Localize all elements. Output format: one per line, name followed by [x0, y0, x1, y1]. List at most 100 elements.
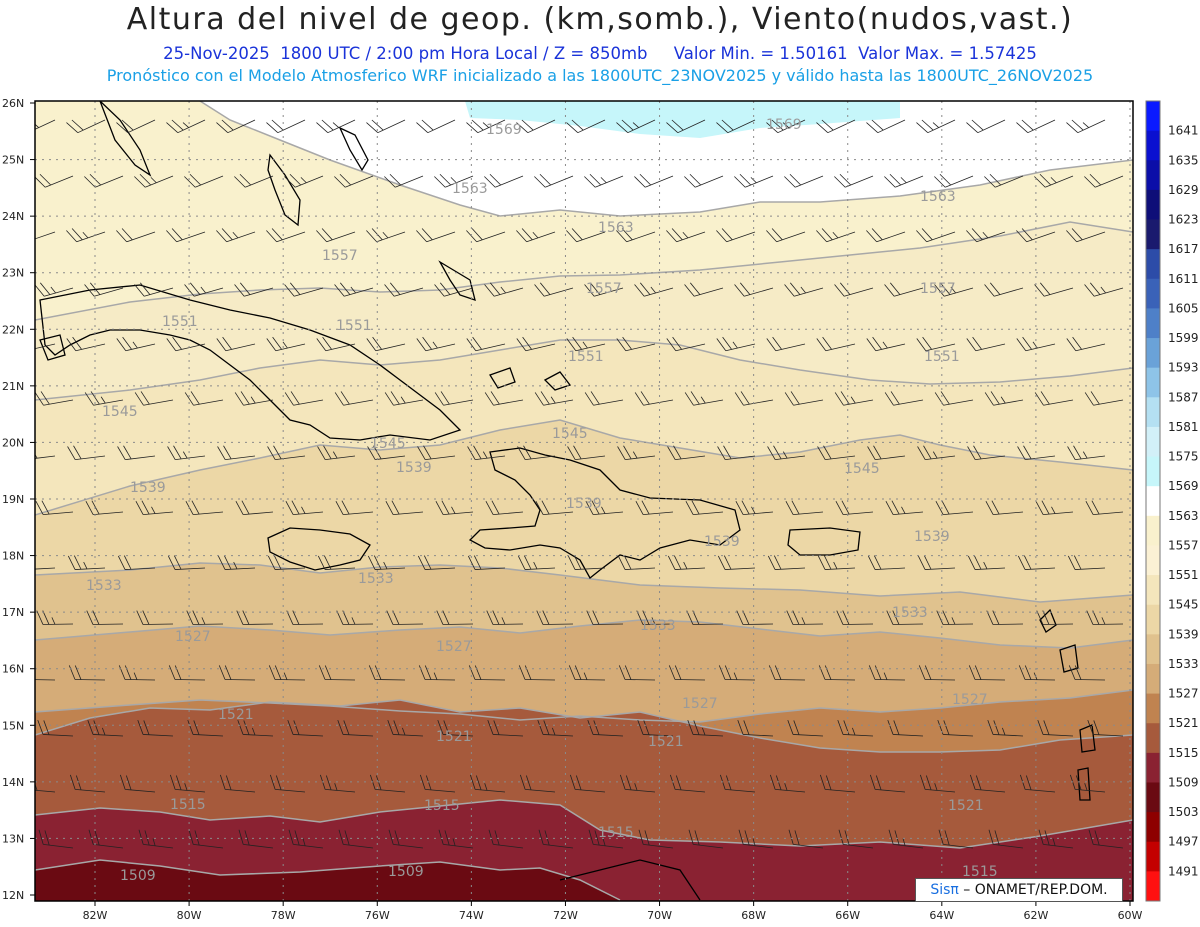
wind-barb: [419, 774, 456, 793]
wind-barb: [188, 829, 224, 849]
wind-barb: [466, 228, 506, 243]
lon-label: 76W: [365, 909, 390, 922]
colorbar-label: 1491: [1168, 864, 1199, 878]
lat-label: 17N: [2, 606, 24, 619]
wind-barb: [1017, 555, 1056, 570]
wind-barb: [519, 774, 556, 793]
wind-barb: [867, 555, 906, 570]
wind-barb: [1088, 829, 1124, 849]
contour-label: 1539: [566, 496, 602, 512]
contour-label: 1563: [598, 220, 634, 236]
wind-barb: [1034, 391, 1074, 406]
colorbar-swatch: [1146, 367, 1160, 398]
wind-barb: [634, 173, 674, 188]
wind-barb: [119, 774, 156, 793]
colorbar-label: 1533: [1168, 657, 1199, 671]
contour-label: 1521: [948, 798, 984, 814]
wind-barb: [487, 719, 524, 737]
wind-barb: [717, 445, 756, 461]
wind-barb: [88, 829, 124, 849]
lat-label: 24N: [2, 210, 24, 223]
wind-barb: [984, 391, 1024, 406]
map-title: Altura del nivel de geop. (km,somb.), Vi…: [126, 2, 1074, 37]
wind-barb: [116, 228, 156, 243]
wind-barb: [888, 829, 924, 849]
wind-barb: [218, 665, 256, 681]
wind-barb: [234, 173, 274, 188]
wind-barb: [868, 665, 906, 681]
colorbar-label: 1557: [1168, 538, 1199, 552]
wind-barb: [1067, 555, 1106, 570]
colorbar-swatch: [1146, 871, 1160, 902]
credit-text: – ONAMET/REP.DOM.: [958, 882, 1108, 898]
lon-label: 78W: [271, 909, 296, 922]
wind-barb: [638, 829, 674, 849]
wind-barb: [685, 500, 724, 516]
wind-barb: [317, 445, 356, 461]
wind-barb: [917, 445, 956, 461]
wind-barb: [1035, 500, 1074, 516]
wind-barb: [834, 173, 874, 188]
colorbar-label: 1635: [1168, 153, 1199, 167]
wind-barb: [469, 774, 506, 793]
wind-barb: [666, 228, 706, 243]
wind-barb: [836, 610, 874, 625]
wind-barb: [286, 610, 324, 625]
wind-barb: [1034, 282, 1074, 297]
wind-barb: [468, 665, 506, 681]
puerto-rico: [787, 527, 861, 556]
wind-barb: [634, 391, 674, 406]
lat-label: 19N: [2, 493, 24, 506]
coastlines: [39, 101, 1096, 901]
wind-barb: [484, 173, 524, 188]
longitude-axis: 82W 80W 78W 76W 74W 72W 70W 68W 66W 64W 62W 60W: [83, 901, 1143, 922]
contour-lines: [35, 101, 1133, 901]
colorbar-swatch: [1146, 723, 1160, 754]
colorbar: 1641 1635 1629 1623 1617 1611 1605 1599 1593 1587…: [1145, 100, 1199, 902]
wind-barb: [684, 173, 724, 188]
wind-barb: [219, 774, 256, 793]
wind-barb: [968, 665, 1006, 681]
colorbar-swatch: [1146, 663, 1160, 695]
lat-label: 14N: [2, 776, 24, 789]
wind-barb: [35, 679, 56, 681]
wind-barb: [916, 336, 956, 352]
contour-label: 1551: [336, 318, 372, 334]
colorbar-swatch: [1146, 782, 1160, 813]
wind-barb: [368, 665, 406, 681]
wind-barb: [966, 336, 1006, 352]
lon-label: 60W: [1118, 909, 1143, 922]
wind-barb: [518, 665, 556, 681]
contour-label: 1551: [568, 349, 604, 365]
contour-label: 1539: [130, 480, 166, 496]
wind-barb: [118, 665, 156, 681]
wind-barb: [284, 391, 324, 406]
wind-barb: [318, 665, 356, 681]
wind-barb: [586, 610, 624, 625]
wind-barb: [1016, 119, 1056, 134]
wind-barb: [334, 173, 374, 188]
wind-barb: [137, 719, 174, 737]
wind-barb: [284, 173, 324, 188]
wind-barb: [666, 336, 706, 352]
contour-label: 1569: [486, 122, 522, 138]
contour-label: 1521: [648, 734, 684, 750]
wind-barb: [467, 445, 506, 461]
colorbar-swatch: [1146, 841, 1160, 872]
lat-lon-grid: [35, 101, 1133, 901]
lat-label: 26N: [2, 97, 24, 110]
contour-label: 1521: [218, 707, 254, 723]
colorbar-label: 1509: [1168, 775, 1199, 789]
wind-barb: [384, 173, 424, 188]
wind-barb: [584, 173, 624, 188]
wind-barb: [934, 173, 974, 188]
wind-barb: [534, 391, 574, 406]
colorbar-label: 1521: [1168, 716, 1199, 730]
lon-label: 80W: [177, 909, 202, 922]
contour-label: 1545: [844, 461, 880, 477]
lat-label: 23N: [2, 267, 24, 280]
jamaica: [267, 527, 371, 571]
colorbar-label: 1575: [1168, 450, 1199, 464]
wind-barb: [35, 343, 56, 352]
bahamas-eleuthera: [338, 126, 369, 172]
